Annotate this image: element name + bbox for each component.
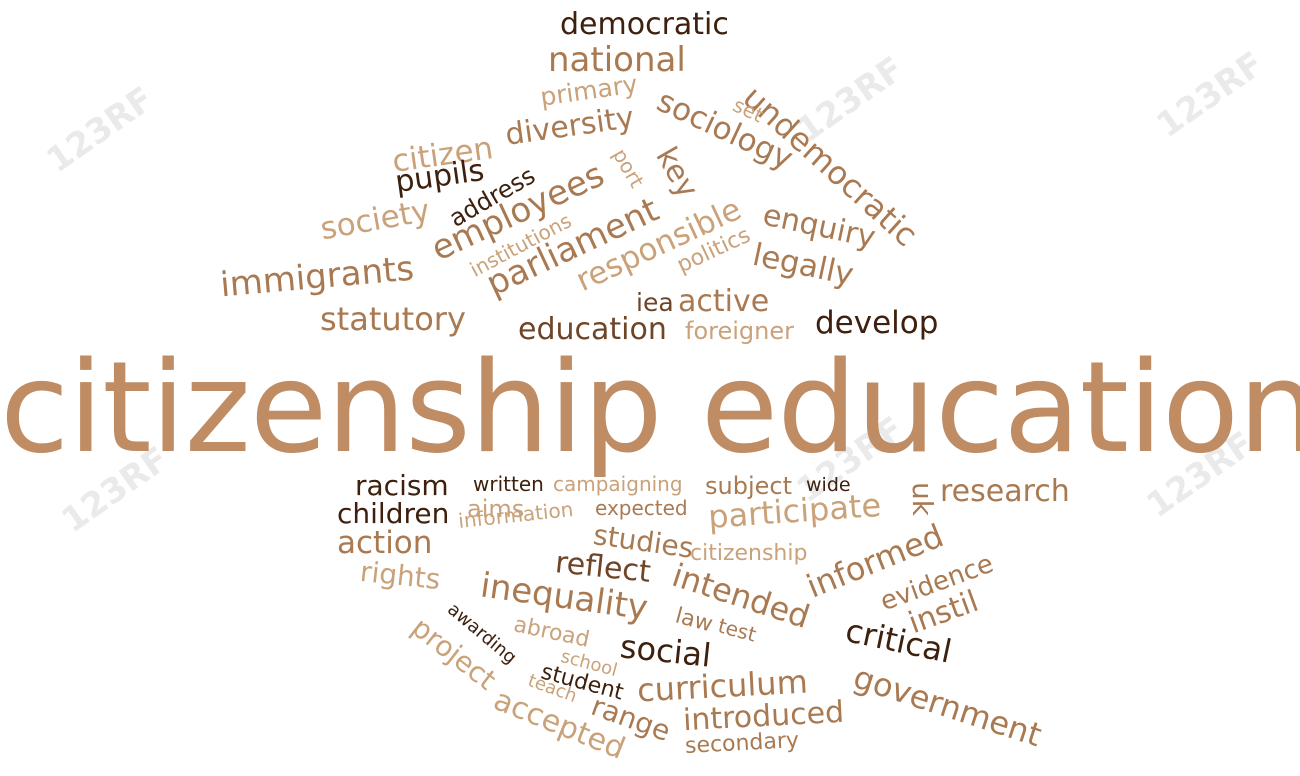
cloud-word: society [317,192,433,248]
cloud-word: aims [467,495,525,523]
cloud-word: children [337,497,450,530]
cloud-word: rights [358,554,442,597]
cloud-word: iea [636,288,674,317]
watermark: 123RF [39,79,161,181]
cloud-word: campaigning [553,472,683,496]
cloud-word: subject [705,472,792,500]
cloud-word: wide [806,474,851,496]
cloud-word: expected [595,496,688,520]
cloud-word: diversity [503,100,637,153]
cloud-word: citizenship [690,541,808,566]
cloud-word: action [337,525,433,561]
cloud-word: racism [355,469,449,502]
cloud-word: social [618,627,713,675]
cloud-word: key [648,141,705,205]
cloud-word: secondary [684,728,800,759]
cloud-title: citizenship education [0,334,1300,481]
cloud-word: foreigner [685,317,794,345]
cloud-word: develop [815,305,939,341]
cloud-word: education [518,312,667,347]
cloud-word: port [607,144,650,192]
cloud-word: abroad [511,612,592,653]
cloud-word: written [473,472,544,496]
cloud-word: immigrants [218,248,416,306]
cloud-word: democratic [560,7,729,42]
cloud-word: statutory [320,300,466,338]
cloud-word: uk [905,482,939,516]
watermark: 123RF [1149,44,1271,146]
cloud-word: law [672,603,716,638]
cloud-word: national [548,40,686,80]
cloud-word: active [678,284,770,319]
cloud-word: research [940,474,1070,509]
cloud-word: participate [706,486,883,536]
cloud-word: government [848,657,1047,755]
